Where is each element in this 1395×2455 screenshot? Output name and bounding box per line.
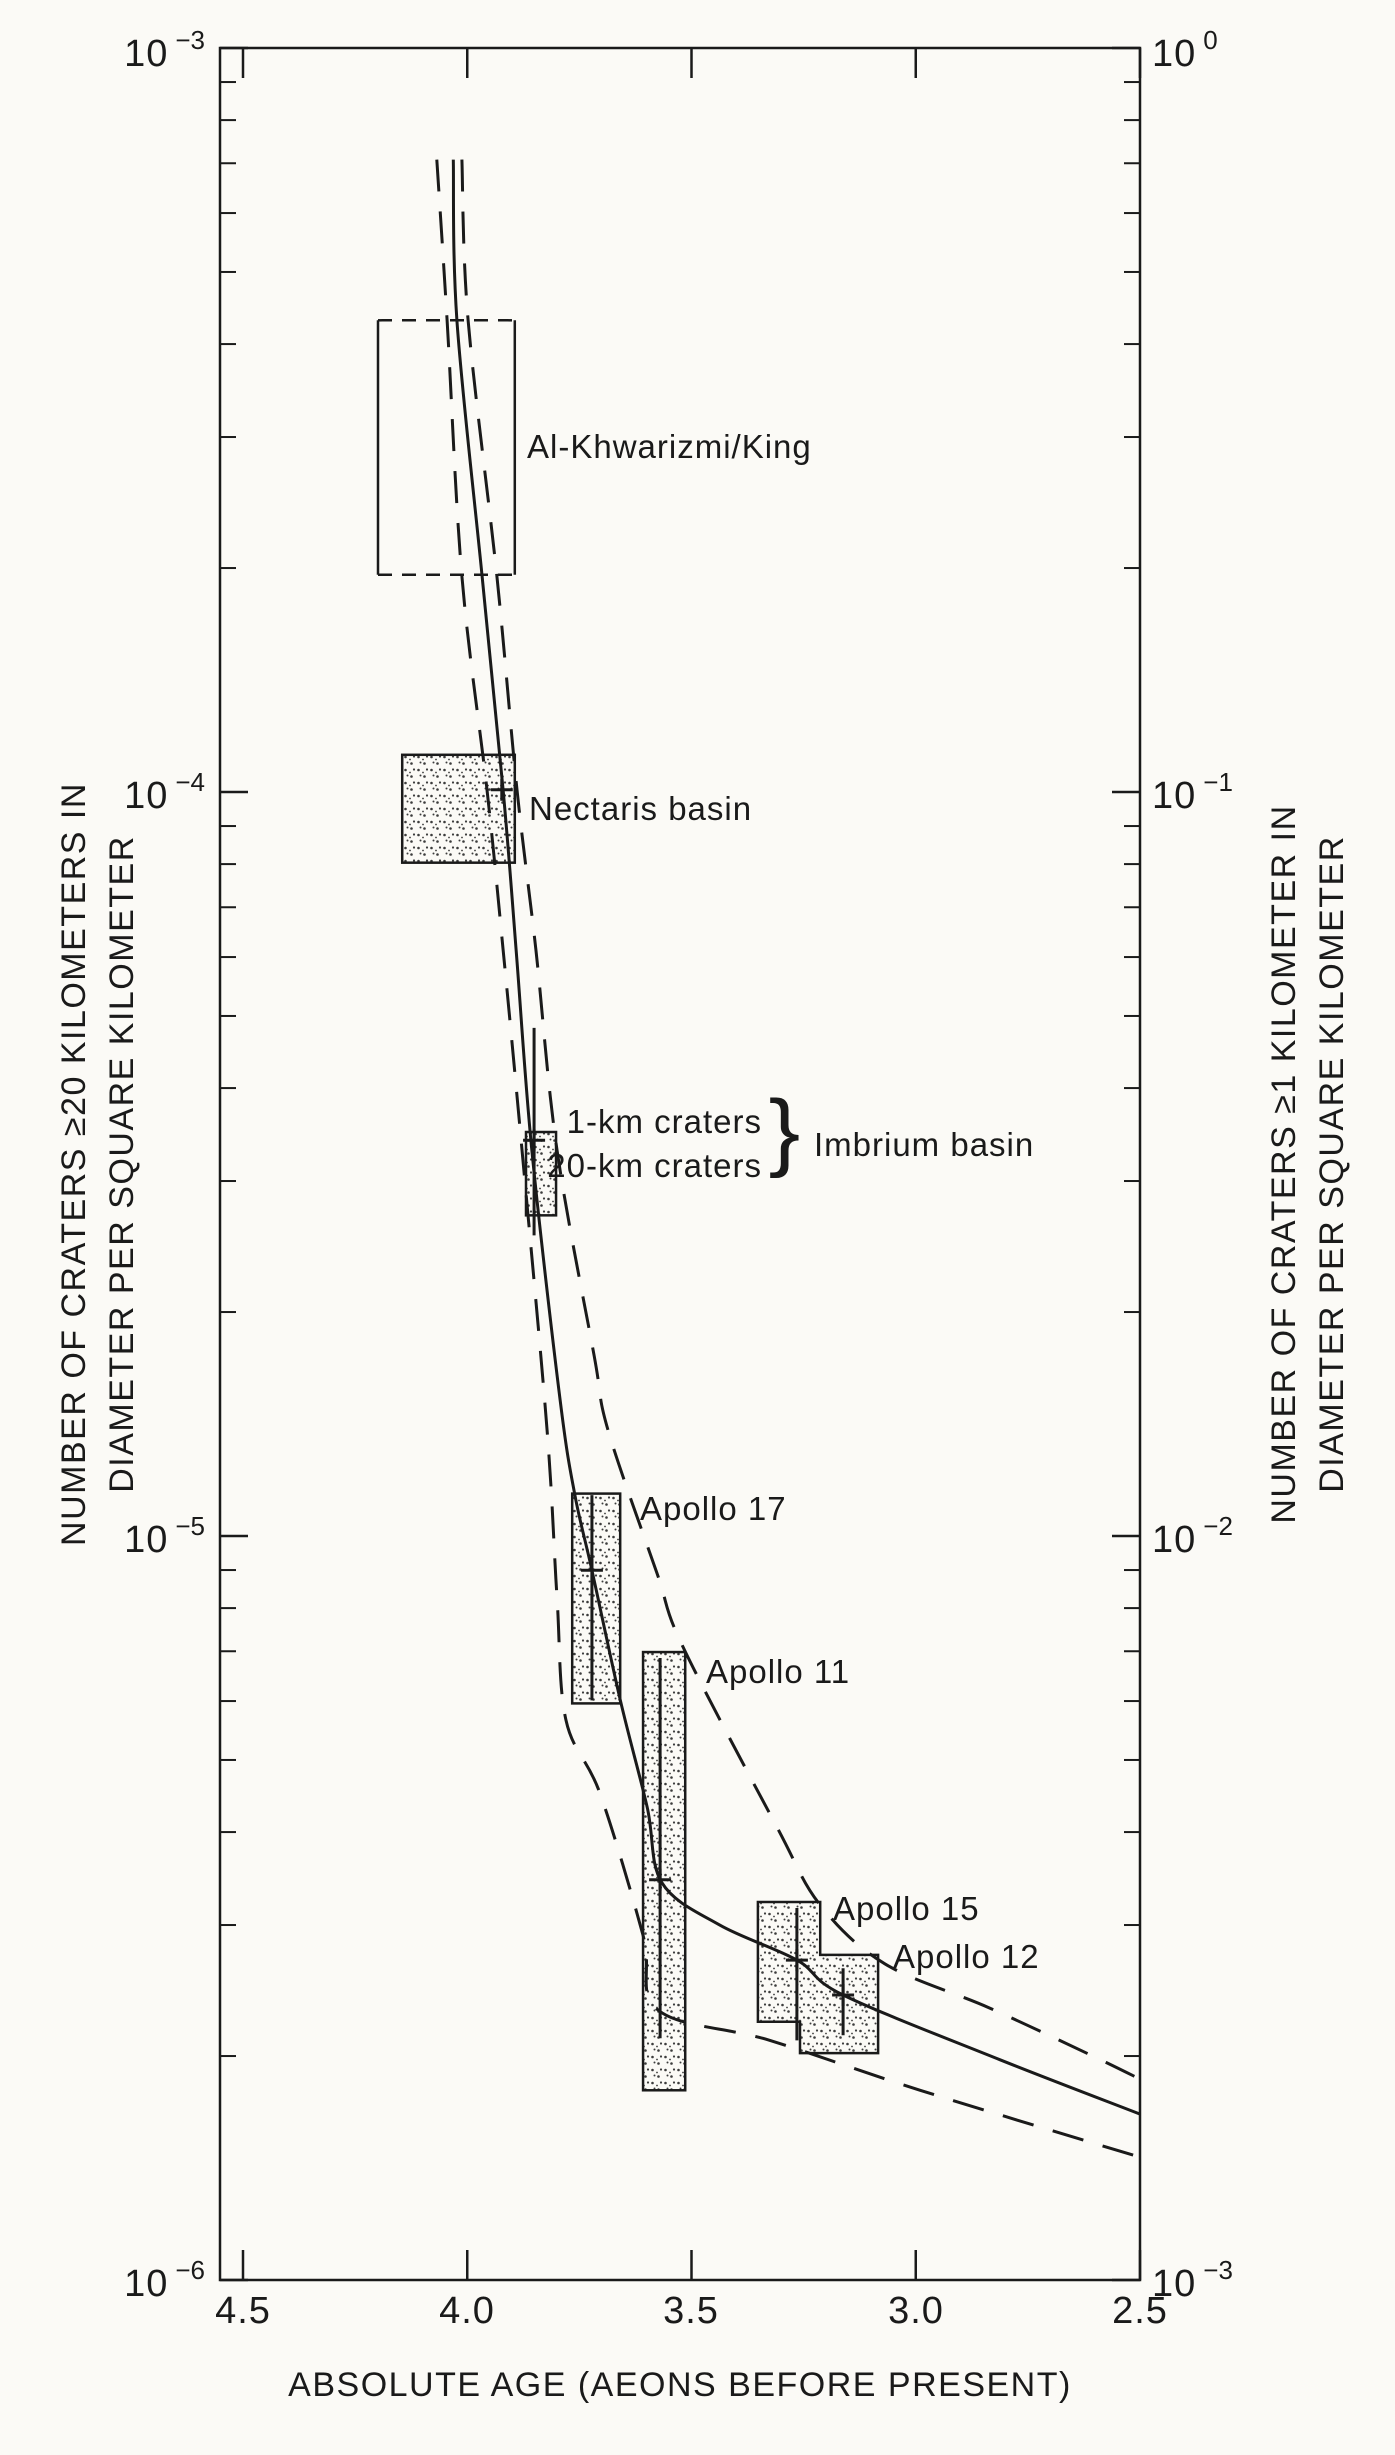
plot-frame	[218, 46, 1142, 2282]
curve-best-estimate	[451, 159, 1140, 2116]
exponent: −3	[1203, 2255, 1233, 2285]
y-right-tick-label-1e-3: 10 −3	[1152, 2255, 1233, 2305]
label-imbrium-20km-craters: 20-km craters	[547, 1147, 762, 1184]
label-al-khwarizmi-king: Al-Khwarizmi/King	[527, 428, 812, 465]
curves-layer	[435, 159, 1140, 2159]
exponent: 0	[1203, 25, 1218, 55]
box-apollo-11	[641, 1650, 687, 2092]
label-apollo-11: Apollo 11	[706, 1653, 851, 1690]
label-apollo-12: Apollo 12	[893, 1938, 1040, 1975]
y-axis-title-right-line2: DIAMETER PER SQUARE KILOMETER	[1313, 835, 1351, 1493]
y-left-tick-label-1e-5: 10 −5	[124, 1511, 205, 1561]
curve-upper-envelope	[460, 159, 1140, 2081]
x-tick-label-2.5: 2.5	[1112, 2290, 1168, 2332]
y-right-tick-label-1e-1: 10 −1	[1152, 767, 1233, 817]
label-imbrium-basin: Imbrium basin	[814, 1126, 1035, 1163]
x-axis-title: ABSOLUTE AGE (AEONS BEFORE PRESENT)	[288, 2366, 1072, 2404]
exponent: −2	[1203, 1511, 1233, 1541]
y-left-tick-label-1e-6: 10 −6	[124, 2255, 205, 2305]
x-tick-label-3.5: 3.5	[663, 2290, 719, 2332]
label-apollo-15: Apollo 15	[833, 1890, 980, 1927]
imbrium-brace: }	[768, 1083, 801, 1179]
exponent: −4	[175, 767, 205, 797]
y-axis-title-left: NUMBER OF CRATERS ≥20 KILOMETERS IN DIAM…	[50, 544, 146, 1784]
y-right-tick-label-1e-2: 10 −2	[1152, 1511, 1233, 1561]
x-tick-label-4.5: 4.5	[215, 2290, 271, 2332]
y-left-tick-label-1e-3: 10 −3	[124, 25, 205, 75]
x-tick-label-3.0: 3.0	[888, 2290, 944, 2332]
exponent: −1	[1203, 767, 1233, 797]
y-axis-title-right-line1: NUMBER OF CRATERS ≥1 KILOMETER IN	[1265, 804, 1303, 1524]
label-imbrium-1km-craters: 1-km craters	[566, 1103, 762, 1140]
y-right-tick-label-1e0: 10 0	[1152, 25, 1218, 75]
label-apollo-17: Apollo 17	[640, 1490, 787, 1527]
box-al-khwarizmi-king	[378, 320, 515, 574]
y-axis-title-left-line1: NUMBER OF CRATERS ≥20 KILOMETERS IN	[55, 782, 93, 1546]
label-nectaris-basin: Nectaris basin	[529, 790, 753, 827]
curve-lower-envelope	[435, 159, 1140, 2159]
exponent: −5	[175, 1511, 205, 1541]
exponent: −3	[175, 25, 205, 55]
y-axis-title-left-line2: DIAMETER PER SQUARE KILOMETER	[103, 835, 141, 1493]
exponent: −6	[175, 2255, 205, 2285]
box-nectaris-basin	[400, 753, 517, 864]
markers-layer	[490, 778, 855, 2007]
y-left-tick-label-1e-4: 10 −4	[124, 767, 205, 817]
x-tick-label-4.0: 4.0	[439, 2290, 495, 2332]
data-boxes-layer	[376, 319, 880, 2092]
axes-layer	[218, 46, 1142, 2282]
y-axis-title-right: NUMBER OF CRATERS ≥1 KILOMETER IN DIAMET…	[1260, 544, 1356, 1784]
